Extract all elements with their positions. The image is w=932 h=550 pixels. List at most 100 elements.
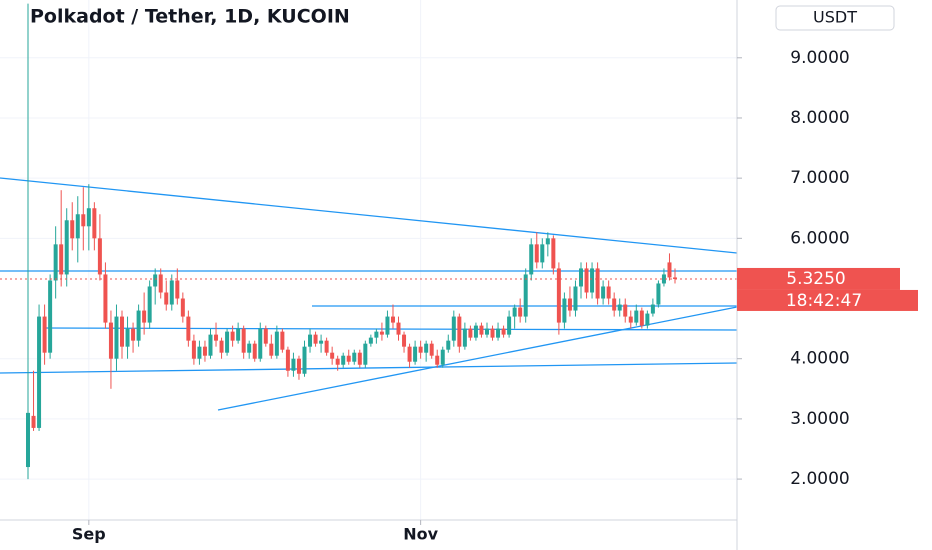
candle-body	[158, 274, 163, 293]
candle-body	[562, 298, 567, 323]
candle-body	[617, 304, 622, 311]
currency-label[interactable]: USDT	[813, 8, 857, 27]
candle-body	[551, 238, 556, 269]
candle-body	[175, 280, 180, 299]
labels: 2.0000 3.0000 4.0000 6.0000 7.0000 8.0000 9.00…	[72, 48, 918, 544]
y-tick-label: 3.0000	[790, 409, 849, 429]
candle-body	[379, 331, 384, 335]
candle-body	[606, 286, 611, 299]
candle-body	[346, 355, 351, 362]
candle-body	[120, 316, 125, 347]
candle-body	[451, 316, 456, 341]
candle-body	[413, 346, 418, 362]
candle-body	[280, 331, 285, 350]
candle-body	[501, 328, 506, 335]
candle-body	[247, 343, 252, 353]
candle-body	[75, 214, 80, 239]
candles	[0, 3, 737, 480]
candle-body	[479, 325, 484, 335]
candle-body	[97, 238, 102, 275]
candle-body	[357, 352, 362, 365]
x-tick-label: Sep	[72, 525, 106, 544]
candle-body	[64, 220, 69, 275]
candle-body	[590, 268, 595, 293]
candle-body	[70, 220, 75, 239]
candle-body	[225, 331, 230, 353]
candle-body	[236, 328, 241, 341]
chart-title: Polkadot / Tether, 1D, KUCOIN	[30, 6, 350, 28]
y-tick-label: 4.0000	[790, 349, 849, 369]
trend-line	[217, 306, 738, 411]
currency-button[interactable]	[775, 5, 895, 31]
candle-body	[263, 328, 268, 344]
candle-body	[402, 334, 407, 347]
candle-body	[429, 343, 434, 356]
candle-body	[302, 346, 307, 374]
candle-body	[114, 316, 119, 359]
candle-body	[390, 316, 395, 323]
candle-body	[468, 328, 473, 338]
candle-body	[639, 310, 644, 326]
candle-body	[407, 346, 412, 362]
candle-body	[667, 262, 672, 278]
candle-body	[396, 322, 401, 335]
grid	[0, 0, 737, 520]
candle-body	[291, 358, 296, 371]
last-price-label: 5.3250	[786, 269, 845, 289]
candle-body	[86, 208, 91, 227]
candle-body	[59, 244, 64, 275]
candle-body	[601, 286, 606, 299]
candle-body	[556, 268, 561, 323]
candle-body	[147, 286, 152, 323]
candle-body	[650, 304, 655, 314]
candle-body	[656, 283, 661, 305]
candle-body	[269, 343, 274, 356]
candle-body	[258, 328, 263, 359]
candle-body	[352, 352, 357, 362]
candle-body	[125, 328, 130, 347]
candle-body	[197, 346, 202, 359]
candle-body	[507, 316, 512, 335]
candle-body	[496, 328, 501, 338]
candle-body	[285, 349, 290, 371]
candle-body	[363, 343, 368, 365]
candle-body	[518, 307, 523, 317]
candle-body	[595, 268, 600, 299]
candle-body	[180, 298, 185, 317]
candle-body	[308, 334, 313, 347]
candle-body	[446, 340, 451, 350]
y-tick-label: 7.0000	[790, 168, 849, 188]
candle-body	[368, 337, 373, 344]
candle-body	[540, 244, 545, 263]
candle-body	[628, 316, 633, 323]
candle-body	[330, 352, 335, 359]
candle-body	[274, 331, 279, 356]
candle-body	[108, 322, 113, 359]
candle-body	[169, 280, 174, 305]
y-tick-label: 8.0000	[790, 108, 849, 128]
countdown-label: 18:42:47	[786, 291, 862, 311]
candle-body	[241, 328, 246, 353]
candle-body	[661, 274, 666, 284]
candle-body	[341, 355, 346, 365]
candle-body	[385, 316, 390, 335]
candle-body	[42, 316, 47, 353]
candle-body	[37, 316, 42, 428]
candle-body	[523, 274, 528, 317]
candle-body	[529, 244, 534, 275]
candle-body	[623, 304, 628, 317]
candle-body	[440, 349, 445, 365]
candle-body	[131, 328, 136, 341]
candle-body	[92, 208, 97, 239]
candle-body	[435, 355, 440, 365]
candle-body	[136, 310, 141, 341]
candle-body	[103, 274, 108, 323]
countdown-box	[737, 289, 918, 311]
candle-body	[579, 268, 583, 287]
candle-body	[424, 343, 429, 353]
candle-body	[296, 358, 301, 374]
y-tick-label: 9.0000	[790, 48, 849, 68]
candle-body	[490, 328, 495, 338]
candle-body	[473, 325, 478, 338]
